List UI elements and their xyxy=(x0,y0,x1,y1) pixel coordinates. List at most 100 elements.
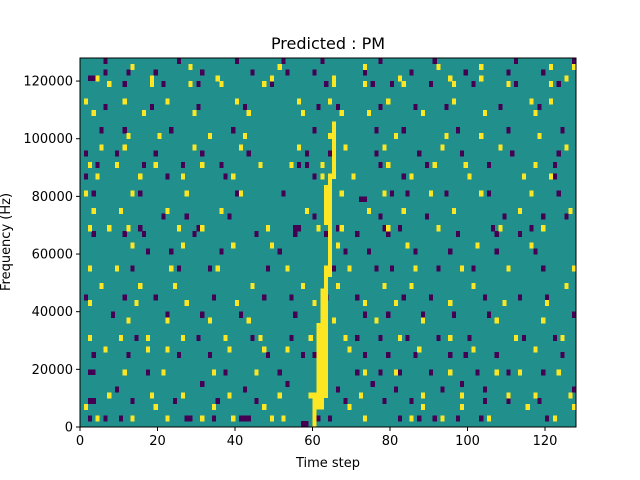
heatmap-cell-low xyxy=(444,104,449,111)
heatmap-cell-high xyxy=(266,225,271,232)
heatmap-cell-high xyxy=(126,132,131,140)
x-tick-label: 80 xyxy=(382,434,399,449)
heatmap-cell-low xyxy=(378,213,383,220)
heatmap-cell-low xyxy=(122,127,127,134)
heatmap-cell-high xyxy=(448,334,453,341)
heatmap-cell-low xyxy=(165,311,170,318)
heatmap-cell-low xyxy=(153,294,158,301)
heatmap-cell-low xyxy=(297,161,302,168)
heatmap-cell-low xyxy=(386,230,391,238)
plot-area xyxy=(80,58,577,427)
y-axis: 0 20000 40000 60000 80000 100000 120000 xyxy=(23,75,80,436)
heatmap-cell-low xyxy=(355,334,360,341)
heatmap-cell-high xyxy=(386,98,391,105)
heatmap-cell-high xyxy=(421,392,426,399)
heatmap-cell-high xyxy=(200,161,205,168)
heatmap-cell-high xyxy=(448,300,453,307)
heatmap-cell-low xyxy=(486,161,492,168)
y-axis-label: Frequency (Hz) xyxy=(0,193,14,291)
heatmap-cell-low xyxy=(312,213,317,220)
heatmap-cell-low xyxy=(304,150,309,157)
heatmap-cell-high xyxy=(180,173,185,180)
heatmap-cell-high xyxy=(227,392,232,399)
heatmap-cell-high xyxy=(149,81,154,88)
heatmap-cell-high xyxy=(130,415,135,422)
heatmap-cell-low xyxy=(378,334,383,341)
heatmap-cell-low xyxy=(374,265,379,272)
heatmap-cell-low xyxy=(409,69,414,76)
heatmap-cell-low xyxy=(506,127,511,134)
heatmap-cell-low xyxy=(397,415,402,422)
heatmap-cell-high xyxy=(134,300,139,307)
heatmap-block-high xyxy=(331,121,336,180)
heatmap-cell-high xyxy=(409,415,414,422)
heatmap-cell-low xyxy=(413,248,418,255)
heatmap-cell-high xyxy=(533,392,538,399)
heatmap-cell-high xyxy=(91,207,96,214)
heatmap-cell-high xyxy=(471,346,476,353)
heatmap-cell-high xyxy=(572,265,577,272)
heatmap-cell-low xyxy=(200,69,205,76)
heatmap-cell-high xyxy=(83,98,89,105)
y-tick-label: 120000 xyxy=(23,75,73,90)
heatmap-cell-low xyxy=(312,127,317,134)
heatmap-cell-low xyxy=(200,311,205,318)
heatmap-cell-low xyxy=(560,127,565,134)
heatmap-cell-high xyxy=(494,317,499,324)
heatmap-cell-high xyxy=(483,109,488,116)
heatmap-cell-high xyxy=(393,369,399,376)
heatmap-cell-high xyxy=(215,75,220,82)
heatmap-cell-high xyxy=(308,334,313,341)
heatmap-cell-low xyxy=(285,69,290,76)
heatmap-cell-high xyxy=(335,242,340,249)
heatmap-cell-low xyxy=(572,386,577,393)
heatmap-cell-low xyxy=(312,173,317,180)
heatmap-cell-high xyxy=(556,369,561,376)
heatmap-cell-low xyxy=(405,190,410,197)
heatmap-cell-low xyxy=(552,173,557,180)
heatmap-cell-low xyxy=(560,352,565,359)
heatmap-cell-high xyxy=(165,317,170,324)
heatmap-cell-high xyxy=(200,225,205,232)
heatmap-cell-low xyxy=(316,104,321,111)
heatmap-cell-low xyxy=(200,150,205,157)
heatmap-cell-high xyxy=(339,225,344,232)
y-tick-label: 0 xyxy=(65,421,73,436)
heatmap-cell-high xyxy=(223,334,228,341)
heatmap-cell-low xyxy=(386,311,391,318)
heatmap-cell-low xyxy=(455,127,461,134)
heatmap-cell-high xyxy=(231,242,236,249)
heatmap-cell-low xyxy=(374,127,379,134)
heatmap-cell-low xyxy=(455,415,461,422)
heatmap-cell-low xyxy=(417,415,422,422)
heatmap-cell-low xyxy=(246,415,251,422)
heatmap-cell-low xyxy=(122,294,127,301)
heatmap-cell-high xyxy=(297,144,302,151)
heatmap-cell-high xyxy=(107,225,112,232)
heatmap-cell-high xyxy=(409,173,414,180)
heatmap-cell-low xyxy=(324,81,329,88)
heatmap-cell-high xyxy=(107,81,112,88)
heatmap-cell-high xyxy=(359,392,364,399)
heatmap-cell-low xyxy=(328,150,333,157)
heatmap-cell-low xyxy=(134,334,139,341)
heatmap-cell-low xyxy=(362,69,368,76)
heatmap-cell-high xyxy=(83,190,89,197)
heatmap-cell-low xyxy=(161,213,166,220)
heatmap-cell-low xyxy=(541,369,546,376)
heatmap-cell-high xyxy=(533,346,538,353)
heatmap-cell-low xyxy=(87,398,92,405)
heatmap-cell-low xyxy=(459,380,464,387)
heatmap-cell-low xyxy=(355,230,360,238)
heatmap-cell-low xyxy=(459,150,464,157)
heatmap-cell-low xyxy=(211,294,216,301)
heatmap-cell-low xyxy=(277,248,282,255)
heatmap-cell-low xyxy=(393,386,399,393)
heatmap-block-high xyxy=(312,392,317,427)
heatmap-cell-low xyxy=(169,248,174,255)
heatmap-cell-low xyxy=(293,311,298,318)
heatmap-cell-low xyxy=(432,58,437,65)
heatmap-cell-low xyxy=(343,398,348,405)
heatmap-cell-high xyxy=(281,415,286,422)
heatmap-cell-low xyxy=(483,386,488,393)
